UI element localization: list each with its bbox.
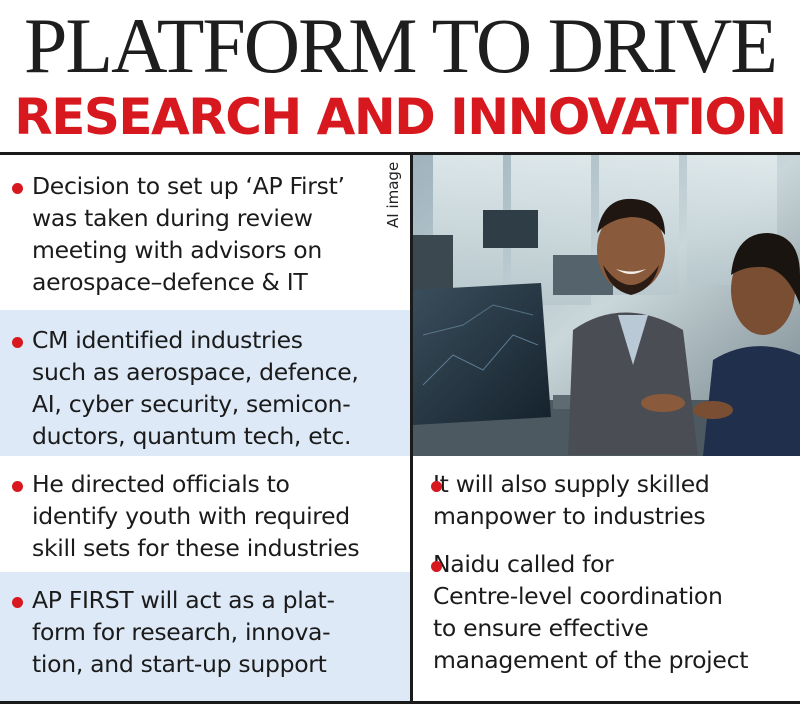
fact-line: Centre-level coordination xyxy=(433,582,723,610)
fact-line: identify youth with required xyxy=(32,502,350,530)
fact-line: was taken during review xyxy=(32,204,313,232)
fact-line: Decision to set up ‘AP First’ xyxy=(32,172,345,200)
red-dot-bullet-icon xyxy=(431,481,442,492)
fact-line: CM identified industries xyxy=(32,326,303,354)
fact-line: He directed officials to xyxy=(32,470,290,498)
red-dot-bullet-icon xyxy=(12,337,23,348)
red-dot-bullet-icon xyxy=(431,561,442,572)
fact-line: tion, and start-up support xyxy=(32,650,327,678)
fact-line: to ensure effective xyxy=(433,614,649,642)
fact-line: form for research, innova- xyxy=(32,618,331,646)
fact-line: ductors, quantum tech, etc. xyxy=(32,422,352,450)
fact-line: AI, cyber security, semicon- xyxy=(32,390,351,418)
fact-box-youth: He directed officials to identify youth … xyxy=(0,456,410,572)
fact-line: aerospace–defence & IT xyxy=(32,268,308,296)
fact-line: Naidu called for xyxy=(433,550,614,578)
fact-box-industries: CM identified industries such as aerospa… xyxy=(0,310,410,456)
red-dot-bullet-icon xyxy=(12,183,23,194)
fact-box-platform: AP FIRST will act as a plat- form for re… xyxy=(0,572,410,701)
column-divider xyxy=(410,155,413,701)
photo-credit: AI image xyxy=(384,162,402,229)
fact-line: meeting with advisors on xyxy=(32,236,322,264)
fact-box-coordination: Naidu called for Centre-level coordinati… xyxy=(413,544,800,701)
fact-line: It will also supply skilled xyxy=(433,470,710,498)
fact-box-decision: Decision to set up ‘AP First’ was taken … xyxy=(0,155,395,310)
fact-line: skill sets for these industries xyxy=(32,534,360,562)
top-rule xyxy=(0,152,800,155)
fact-line: manpower to industries xyxy=(433,502,706,530)
office-photo-illustration xyxy=(413,155,800,456)
fact-box-manpower: It will also supply skilled manpower to … xyxy=(413,456,800,544)
bottom-rule xyxy=(0,701,800,704)
subheadline: RESEARCH AND INNOVATION xyxy=(14,88,787,146)
red-dot-bullet-icon xyxy=(12,597,23,608)
headline: PLATFORM TO DRIVE xyxy=(24,2,778,89)
red-dot-bullet-icon xyxy=(12,481,23,492)
fact-line: AP FIRST will act as a plat- xyxy=(32,586,335,614)
fact-line: such as aerospace, defence, xyxy=(32,358,359,386)
fact-line: management of the project xyxy=(433,646,749,674)
office-photo xyxy=(413,155,800,456)
